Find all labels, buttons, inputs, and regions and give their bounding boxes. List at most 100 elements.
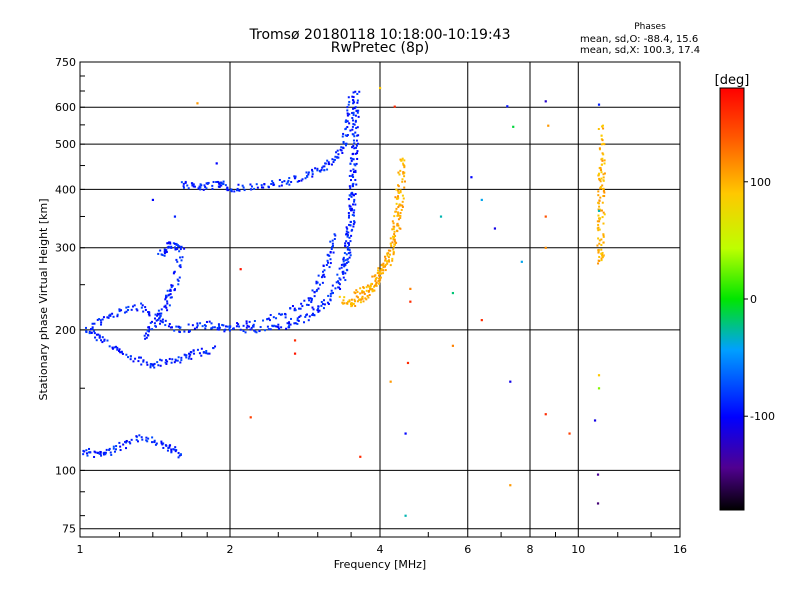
data-point-X xyxy=(598,177,601,180)
data-point-O xyxy=(256,186,259,189)
scatter-point xyxy=(293,352,297,355)
data-point-O xyxy=(330,163,333,166)
data-point-O xyxy=(278,312,281,315)
data-point-O xyxy=(179,248,182,251)
data-point-X xyxy=(401,157,404,160)
data-point-O xyxy=(215,181,218,184)
data-point-O xyxy=(237,183,240,186)
scatter-point xyxy=(480,198,483,202)
data-point-O xyxy=(99,319,102,322)
data-point-O xyxy=(323,165,326,168)
data-point-X xyxy=(382,272,385,275)
data-point-O xyxy=(286,322,289,325)
x-tick-label: 10 xyxy=(571,543,585,556)
data-point-O xyxy=(221,323,224,326)
data-point-O xyxy=(250,185,253,188)
data-point-O xyxy=(337,282,340,285)
data-point-O xyxy=(286,181,289,184)
data-point-O xyxy=(222,183,225,186)
data-point-X xyxy=(393,238,396,241)
scatter-point xyxy=(597,374,601,377)
data-point-X xyxy=(403,186,406,189)
data-point-O xyxy=(354,178,357,181)
data-point-X xyxy=(350,302,353,305)
data-point-O xyxy=(262,319,265,322)
data-point-O xyxy=(322,270,325,273)
data-point-O xyxy=(245,326,248,329)
data-point-O xyxy=(205,182,208,185)
data-point-O xyxy=(322,299,325,302)
data-point-O xyxy=(169,296,172,299)
data-point-X xyxy=(342,299,345,302)
data-point-X xyxy=(598,205,601,208)
data-point-O xyxy=(352,107,355,110)
data-point-O xyxy=(307,304,310,307)
data-point-O xyxy=(296,322,299,325)
data-point-X xyxy=(397,218,400,221)
data-point-O xyxy=(254,330,257,333)
data-point-O xyxy=(311,168,314,171)
data-point-O xyxy=(164,305,167,308)
data-point-O xyxy=(173,246,176,249)
data-point-X xyxy=(599,168,602,171)
data-point-O xyxy=(324,162,327,165)
scatter-point xyxy=(293,339,297,342)
data-point-O xyxy=(310,297,313,300)
data-point-O xyxy=(323,169,326,172)
data-point-O xyxy=(170,286,173,289)
data-point-O xyxy=(203,184,206,187)
data-point-O xyxy=(349,251,352,254)
data-point-O xyxy=(288,177,291,180)
data-point-O xyxy=(216,328,219,331)
data-point-O xyxy=(272,316,275,319)
data-point-O xyxy=(190,182,193,185)
data-point-O xyxy=(174,446,177,449)
data-point-X xyxy=(359,292,362,295)
data-point-O xyxy=(345,119,348,122)
data-point-O xyxy=(317,305,320,308)
data-point-O xyxy=(160,253,163,256)
data-point-X xyxy=(365,289,368,292)
colorbar: 100 0 -100 [deg] xyxy=(715,73,775,511)
data-point-O xyxy=(160,359,163,362)
data-point-O xyxy=(345,232,348,235)
scatter-point xyxy=(470,176,473,179)
data-point-O xyxy=(305,303,308,306)
data-point-X xyxy=(347,300,350,303)
data-point-O xyxy=(109,313,112,316)
data-point-O xyxy=(312,308,315,311)
data-point-O xyxy=(351,228,354,231)
data-point-O xyxy=(151,441,154,444)
data-point-O xyxy=(330,289,333,292)
data-point-O xyxy=(112,447,115,450)
data-point-O xyxy=(163,254,166,257)
data-point-O xyxy=(298,316,301,319)
data-point-O xyxy=(337,280,340,283)
data-point-O xyxy=(347,242,350,245)
colorbar-tick-label: -100 xyxy=(750,410,775,423)
data-point-O xyxy=(157,309,160,312)
data-point-X xyxy=(600,248,603,251)
data-point-O xyxy=(163,305,166,308)
data-point-O xyxy=(174,359,177,362)
data-point-O xyxy=(176,278,179,281)
data-point-O xyxy=(356,111,359,114)
data-point-O xyxy=(277,323,280,326)
data-point-O xyxy=(129,358,132,361)
x-tick-label: 2 xyxy=(227,543,234,556)
data-point-O xyxy=(129,442,132,445)
data-point-O xyxy=(109,314,112,317)
data-point-X xyxy=(603,189,606,192)
data-point-O xyxy=(175,258,178,261)
data-point-O xyxy=(212,180,215,183)
data-point-X xyxy=(373,284,376,287)
data-point-O xyxy=(201,325,204,328)
data-point-O xyxy=(207,181,210,184)
data-point-O xyxy=(176,244,179,247)
data-point-O xyxy=(211,326,214,329)
data-point-X xyxy=(599,187,602,190)
data-point-O xyxy=(151,364,154,367)
data-point-O xyxy=(142,310,145,313)
data-point-O xyxy=(164,296,167,299)
data-point-O xyxy=(311,312,314,315)
